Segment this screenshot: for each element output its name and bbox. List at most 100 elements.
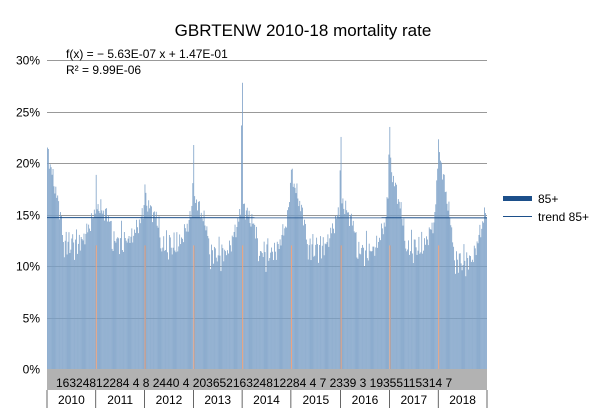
bar [402,225,404,369]
bar [254,224,256,369]
bar [222,248,224,369]
bar [355,232,357,369]
bar [365,250,366,369]
bar [469,255,470,369]
bar [188,219,190,369]
bar [131,228,133,369]
bar [288,207,289,369]
bar [384,226,386,369]
bar [123,232,125,369]
bar [365,230,367,369]
bar [92,217,94,369]
bar [304,219,305,369]
bar [115,242,117,369]
bar [62,242,64,369]
bar [303,225,304,369]
bar [53,186,55,369]
bar [369,250,371,369]
bar [473,245,475,369]
bar [395,182,396,369]
bar [467,258,469,369]
bar [71,238,73,369]
bar [187,231,189,369]
bar [387,198,389,369]
bar-series-85plus [47,82,487,370]
bar [376,235,378,369]
bar [426,239,428,369]
bar [172,247,174,369]
bar [114,240,116,369]
bar [471,259,473,369]
bar [420,252,422,369]
bar [408,240,409,369]
y-axis-ticks: 0% 5% 10% 15% 20% 25% 30% [16,54,40,377]
bar [460,263,462,369]
bar [397,199,399,369]
bar [309,238,311,369]
bar [412,263,414,369]
bar [99,213,101,369]
bar [258,261,259,369]
bar [411,253,413,369]
bar [380,223,382,369]
bar [366,258,368,369]
bar [79,250,81,369]
bar [251,214,253,369]
bar [262,257,264,369]
bar [265,271,267,369]
bar [215,257,217,369]
bar [56,197,58,369]
bar [48,168,50,369]
bar [257,238,258,369]
bar [244,219,246,369]
bar [112,250,114,369]
bar [111,248,113,369]
bar [394,186,395,369]
bar [183,224,185,369]
bar [74,259,75,369]
bar [485,213,486,369]
bar [153,212,154,369]
bar [160,248,162,369]
bar [143,205,145,369]
bar [59,219,60,369]
bar [132,242,134,369]
bar [367,260,369,369]
bar [198,201,199,369]
chart-title: GBRTENW 2010-18 mortality rate [175,21,432,40]
bar [398,201,400,369]
bar [249,223,251,369]
bar [138,219,140,369]
trendline-r-squared: R² = 9.99E-06 [66,63,141,77]
bar [311,244,313,369]
bar [139,223,141,369]
bar [103,210,105,369]
bar [391,172,393,369]
bar [431,222,433,369]
bar [337,207,339,369]
bar [336,214,338,369]
bar [356,257,358,369]
bar [305,239,307,369]
bar [324,243,326,369]
bar [458,253,460,369]
bar [88,224,90,369]
bar [371,251,373,369]
bar [349,225,350,369]
bar [383,222,385,369]
bar [170,247,172,369]
bar [456,251,457,369]
bar [453,246,455,369]
bar [423,250,424,369]
bar [236,227,238,369]
bar [410,251,411,369]
bar [294,187,296,369]
bar [55,186,57,369]
bar [232,237,234,369]
bar [281,234,283,369]
bar [465,276,467,369]
bar [183,242,184,369]
bar [256,226,257,369]
bar [285,226,287,369]
bar [377,247,379,369]
